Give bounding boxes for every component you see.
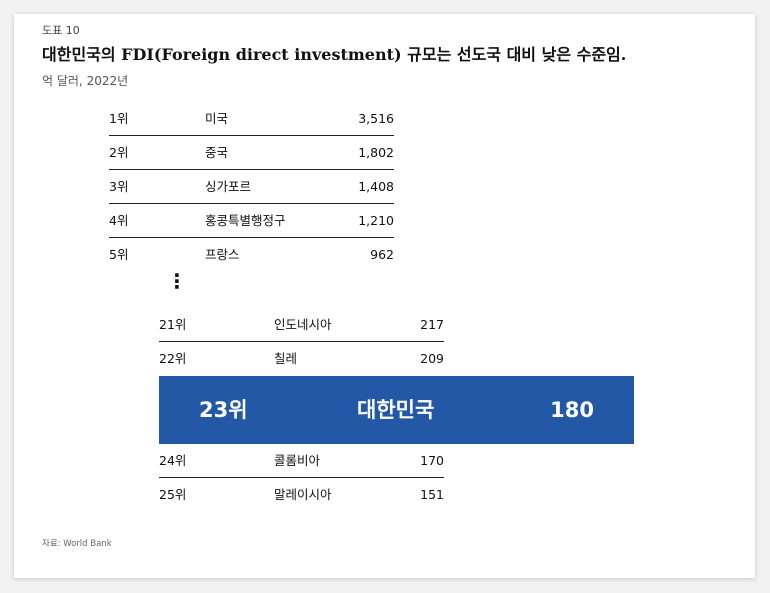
rank-cell: 4위 [109,213,129,228]
rank-cell: 1위 [109,111,129,126]
table-row: 21위 인도네시아 217 [159,308,444,342]
country-cell: 콜롬비아 [274,453,321,468]
country-cell: 중국 [205,145,229,160]
country-cell: 싱가포르 [205,179,252,194]
highlighted-korea-row: 23위 대한민국 180 [159,376,634,444]
table-row: 22위 칠레 209 [159,342,444,376]
table-row: 24위 콜롬비아 170 [159,444,444,478]
figure-label: 도표 10 [42,24,80,37]
country-cell: 칠레 [274,351,298,366]
figure-card: 도표 10 대한민국의 FDI(Foreign direct investmen… [14,14,755,578]
vertical-ellipsis-icon: ⋮ [167,269,187,293]
rank-cell: 25위 [159,487,187,502]
country-cell: 인도네시아 [274,317,332,332]
value-cell: 1,802 [358,145,394,160]
value-cell: 151 [420,487,444,502]
table-row: 3위 싱가포르 1,408 [109,170,394,204]
value-cell: 3,516 [358,111,394,126]
table-row: 25위 말레이시아 151 [159,478,444,512]
country-cell: 홍콩특별행정구 [205,213,286,228]
country-cell: 미국 [205,111,229,126]
country-cell: 말레이시아 [274,487,332,502]
highlight-rank: 23위 [199,398,248,422]
figure-title: 대한민국의 FDI(Foreign direct investment) 규모는… [42,45,627,64]
rank-cell: 2위 [109,145,129,160]
value-cell: 1,210 [358,213,394,228]
value-cell: 1,408 [358,179,394,194]
highlight-country: 대한민국 [357,398,435,422]
source-note: 자료: World Bank [42,539,112,549]
country-cell: 프랑스 [205,247,240,262]
row-divider [159,341,444,342]
value-cell: 962 [370,247,394,262]
table-row: 2위 중국 1,802 [109,136,394,170]
rank-cell: 22위 [159,351,187,366]
highlight-value: 180 [550,398,594,422]
table-row: 5위 프랑스 962 [109,238,394,272]
rank-cell: 21위 [159,317,187,332]
rank-cell: 3위 [109,179,129,194]
value-cell: 217 [420,317,444,332]
table-row: 1위 미국 3,516 [109,102,394,136]
row-divider [109,237,394,238]
row-divider [159,477,444,478]
table-row: 4위 홍콩특별행정구 1,210 [109,204,394,238]
row-divider [109,203,394,204]
rank-cell: 5위 [109,247,129,262]
value-cell: 170 [420,453,444,468]
row-divider [109,135,394,136]
value-cell: 209 [420,351,444,366]
rank-cell: 24위 [159,453,187,468]
row-divider [109,169,394,170]
figure-subtitle: 억 달러, 2022년 [42,74,129,88]
